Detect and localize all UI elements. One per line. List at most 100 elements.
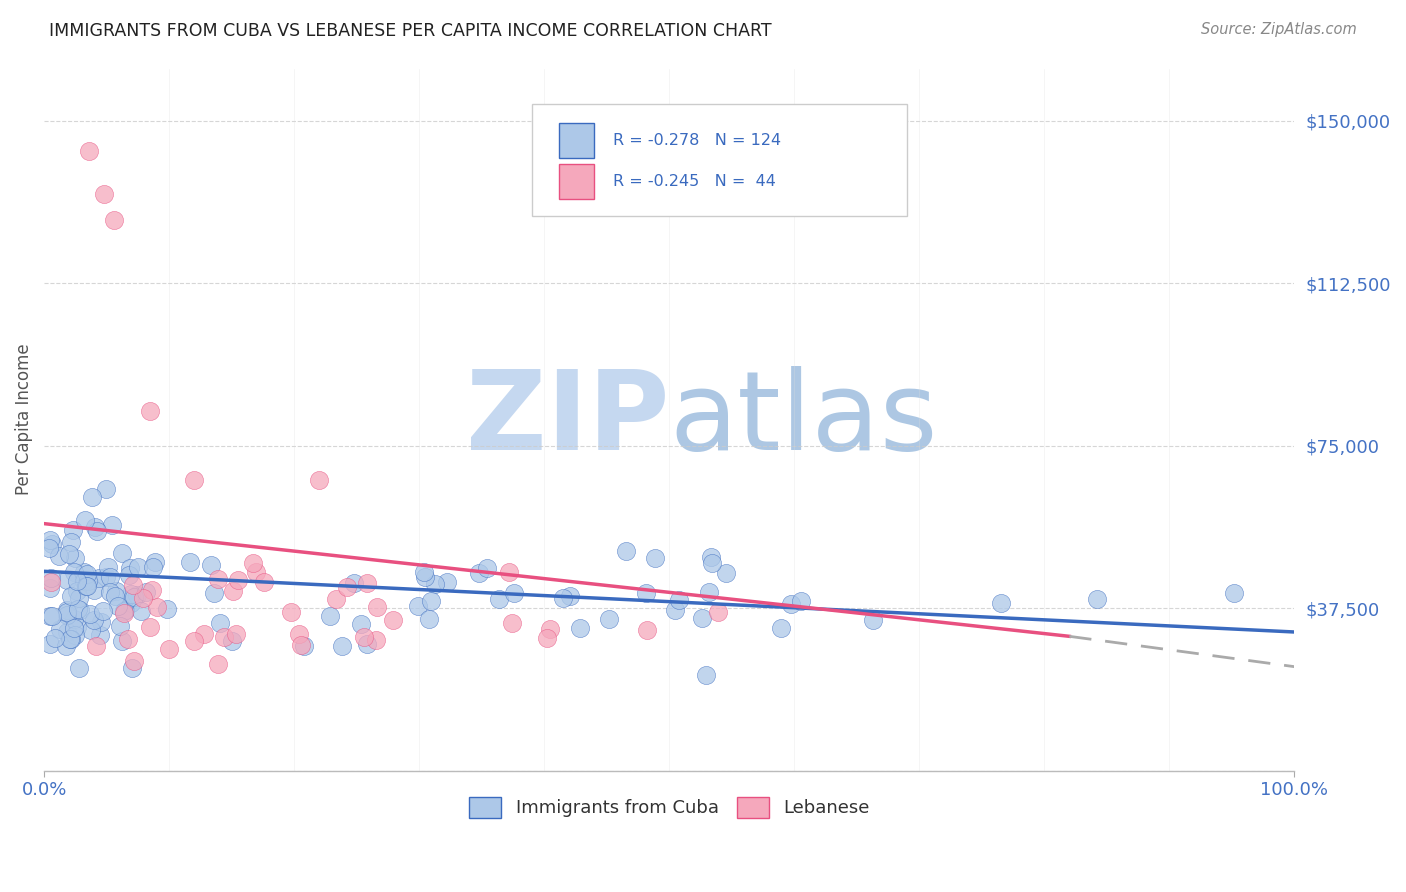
Point bbox=[132, 591, 155, 605]
Point bbox=[356, 575, 378, 590]
Point bbox=[668, 593, 690, 607]
Point bbox=[83, 613, 105, 627]
Point bbox=[55, 608, 77, 623]
Point bbox=[790, 594, 813, 608]
Point bbox=[179, 555, 201, 569]
Point bbox=[41, 537, 63, 551]
Point bbox=[39, 582, 62, 596]
Point bbox=[84, 639, 107, 653]
Point bbox=[364, 633, 387, 648]
Text: R = -0.278   N = 124: R = -0.278 N = 124 bbox=[613, 133, 782, 148]
Point bbox=[700, 549, 723, 564]
Point bbox=[67, 602, 90, 616]
Point bbox=[63, 550, 86, 565]
Point bbox=[96, 570, 118, 584]
Point bbox=[90, 615, 112, 629]
Point bbox=[121, 661, 143, 675]
Point bbox=[101, 517, 124, 532]
Point bbox=[141, 583, 163, 598]
Point bbox=[39, 533, 62, 548]
Point bbox=[142, 560, 165, 574]
Point bbox=[353, 630, 375, 644]
Point bbox=[60, 632, 83, 646]
Point bbox=[343, 575, 366, 590]
Point bbox=[707, 605, 730, 619]
Point bbox=[780, 597, 803, 611]
Point bbox=[553, 591, 575, 605]
Point bbox=[96, 483, 118, 497]
Point bbox=[488, 592, 510, 607]
Point bbox=[135, 584, 157, 599]
Point bbox=[253, 574, 276, 589]
Point bbox=[63, 612, 86, 626]
Point bbox=[193, 627, 215, 641]
Y-axis label: Per Capita Income: Per Capita Income bbox=[15, 343, 32, 495]
Point bbox=[91, 604, 114, 618]
Point bbox=[122, 590, 145, 604]
Point bbox=[418, 612, 440, 626]
Point bbox=[664, 603, 686, 617]
Point bbox=[112, 604, 135, 618]
Point bbox=[103, 213, 125, 227]
Point bbox=[862, 613, 884, 627]
Point bbox=[73, 574, 96, 588]
Text: Source: ZipAtlas.com: Source: ZipAtlas.com bbox=[1201, 22, 1357, 37]
Point bbox=[107, 599, 129, 613]
Point bbox=[228, 573, 250, 587]
Point bbox=[568, 621, 591, 635]
Point bbox=[408, 599, 430, 613]
Point bbox=[77, 144, 100, 158]
Point bbox=[436, 575, 458, 590]
Point bbox=[475, 561, 498, 575]
Text: atlas: atlas bbox=[669, 366, 938, 473]
Point bbox=[114, 602, 136, 616]
Point bbox=[336, 580, 359, 594]
Point bbox=[100, 570, 122, 584]
Point bbox=[468, 566, 491, 581]
Point bbox=[423, 577, 446, 591]
Point bbox=[636, 623, 658, 637]
Point bbox=[111, 546, 134, 560]
Point bbox=[690, 611, 713, 625]
Point bbox=[39, 637, 62, 651]
FancyBboxPatch shape bbox=[560, 164, 595, 199]
Point bbox=[143, 555, 166, 569]
Point bbox=[157, 641, 180, 656]
FancyBboxPatch shape bbox=[531, 103, 907, 216]
Point bbox=[120, 561, 142, 575]
Point bbox=[118, 568, 141, 582]
Text: IMMIGRANTS FROM CUBA VS LEBANESE PER CAPITA INCOME CORRELATION CHART: IMMIGRANTS FROM CUBA VS LEBANESE PER CAP… bbox=[49, 22, 772, 40]
Point bbox=[290, 638, 312, 652]
Point bbox=[55, 624, 77, 639]
Point bbox=[80, 490, 103, 504]
Point bbox=[292, 639, 315, 653]
Point bbox=[208, 615, 231, 630]
Point bbox=[38, 541, 60, 555]
Point bbox=[242, 556, 264, 570]
Point bbox=[245, 565, 267, 579]
Point bbox=[76, 567, 98, 582]
Point bbox=[104, 589, 127, 603]
Point bbox=[83, 582, 105, 597]
Point bbox=[66, 574, 89, 588]
Point bbox=[644, 550, 666, 565]
Point bbox=[538, 623, 561, 637]
Point bbox=[76, 579, 98, 593]
Point bbox=[75, 513, 97, 527]
Point bbox=[39, 608, 62, 623]
Point bbox=[212, 630, 235, 644]
Point bbox=[202, 586, 225, 600]
Point bbox=[98, 585, 121, 599]
Point bbox=[120, 596, 142, 610]
Point bbox=[183, 634, 205, 648]
Point bbox=[695, 668, 717, 682]
Point bbox=[207, 572, 229, 586]
Point bbox=[56, 573, 79, 587]
Point bbox=[503, 586, 526, 600]
Point bbox=[83, 520, 105, 534]
Point bbox=[124, 654, 146, 668]
Point bbox=[501, 616, 523, 631]
Text: R = -0.245   N =  44: R = -0.245 N = 44 bbox=[613, 174, 776, 189]
Point bbox=[63, 565, 86, 579]
Point bbox=[73, 566, 96, 580]
